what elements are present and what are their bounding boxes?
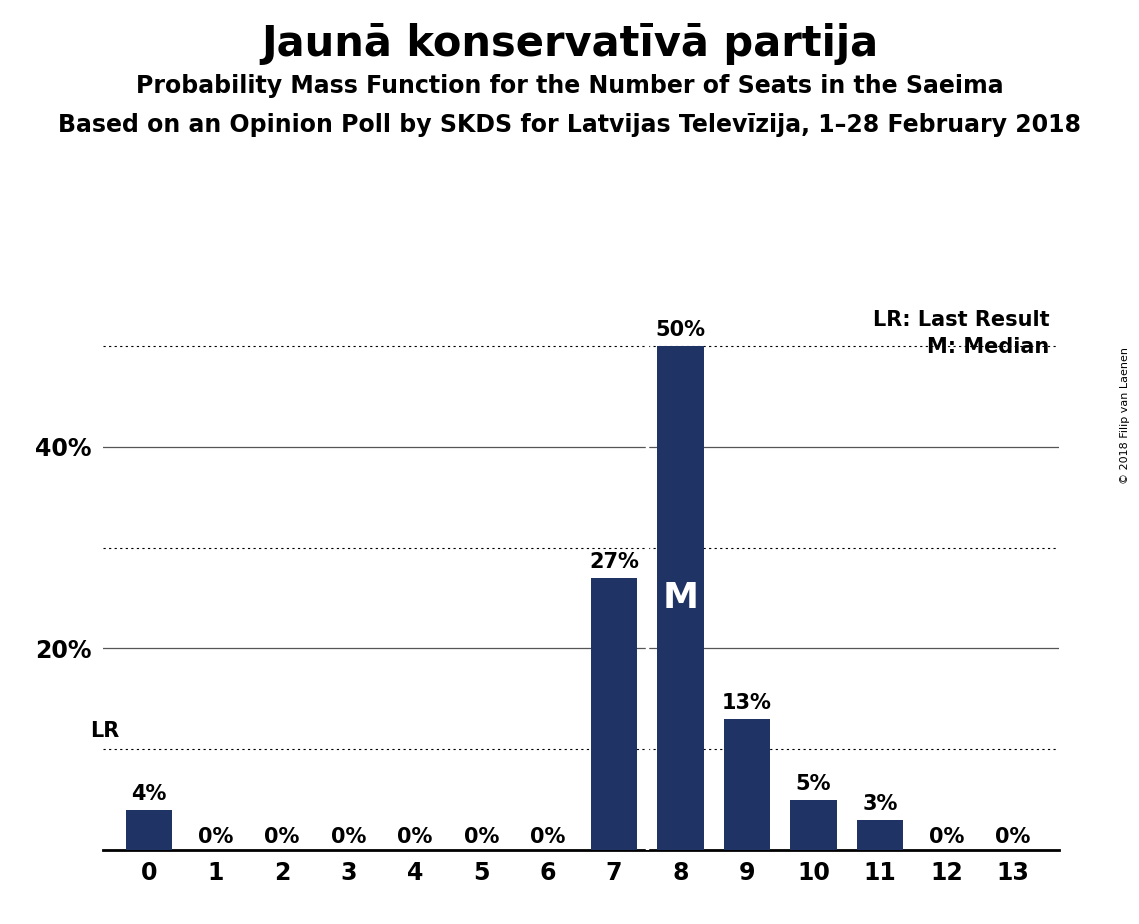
- Text: M: M: [663, 581, 698, 615]
- Text: 0%: 0%: [330, 827, 366, 847]
- Text: 50%: 50%: [656, 320, 705, 340]
- Text: M: Median: M: Median: [927, 337, 1050, 358]
- Bar: [125, 809, 172, 850]
- Text: 0%: 0%: [264, 827, 300, 847]
- Text: 27%: 27%: [589, 552, 639, 572]
- Text: Based on an Opinion Poll by SKDS for Latvijas Televīzija, 1–28 February 2018: Based on an Opinion Poll by SKDS for Lat…: [58, 113, 1081, 137]
- Text: 0%: 0%: [928, 827, 964, 847]
- Text: Jaunā konservatīvā partija: Jaunā konservatīvā partija: [261, 23, 878, 65]
- Text: LR: Last Result: LR: Last Result: [874, 310, 1050, 330]
- Text: 5%: 5%: [796, 773, 831, 794]
- Text: Probability Mass Function for the Number of Seats in the Saeima: Probability Mass Function for the Number…: [136, 74, 1003, 98]
- Text: © 2018 Filip van Laenen: © 2018 Filip van Laenen: [1120, 347, 1130, 484]
- Text: 4%: 4%: [131, 784, 166, 804]
- Text: 0%: 0%: [464, 827, 499, 847]
- Bar: [790, 799, 837, 850]
- Bar: [723, 719, 770, 850]
- Text: 3%: 3%: [862, 794, 898, 814]
- Text: 0%: 0%: [995, 827, 1031, 847]
- Text: 0%: 0%: [198, 827, 233, 847]
- Bar: [657, 346, 704, 850]
- Text: 0%: 0%: [398, 827, 433, 847]
- Text: LR: LR: [90, 722, 120, 741]
- Bar: [591, 578, 638, 850]
- Text: 0%: 0%: [530, 827, 565, 847]
- Bar: [857, 820, 903, 850]
- Text: 13%: 13%: [722, 693, 772, 713]
